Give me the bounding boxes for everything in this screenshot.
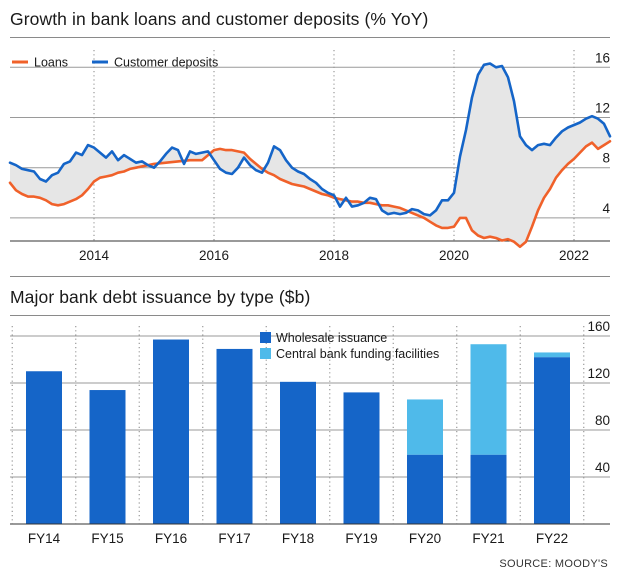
x-tick-label: 2014 bbox=[79, 248, 110, 263]
line-chart-top-rule bbox=[10, 37, 610, 38]
y-tick-label: 8 bbox=[602, 151, 610, 166]
x-tick-label: FY15 bbox=[91, 531, 123, 546]
bar-wholesale bbox=[216, 348, 253, 524]
bar-central-bank bbox=[407, 399, 443, 455]
bar-wholesale bbox=[407, 454, 443, 524]
deposits-line bbox=[8, 62, 612, 217]
legend-label-deposits: Customer deposits bbox=[114, 56, 218, 70]
x-tick-label: FY21 bbox=[472, 531, 504, 546]
x-tick-label: FY19 bbox=[345, 531, 377, 546]
legend-swatch-wholesale bbox=[260, 332, 271, 343]
bar-legend: Wholesale issuance Central bank funding f… bbox=[260, 331, 439, 361]
y-tick-label: 16 bbox=[595, 50, 610, 65]
section-divider bbox=[10, 276, 610, 277]
bar-wholesale bbox=[280, 381, 316, 524]
bar-central-bank bbox=[534, 352, 570, 358]
bar-central-bank bbox=[470, 344, 507, 455]
x-tick-label: FY14 bbox=[28, 531, 61, 546]
x-tick-label: 2022 bbox=[559, 248, 589, 263]
x-tick-label: 2016 bbox=[199, 248, 229, 263]
x-tick-label: 2018 bbox=[319, 248, 349, 263]
bar-wholesale bbox=[343, 392, 380, 524]
legend-label-wholesale: Wholesale issuance bbox=[276, 331, 387, 345]
x-tick-label: FY16 bbox=[155, 531, 187, 546]
bar-chart-title: Major bank debt issuance by type ($b) bbox=[10, 287, 311, 307]
bar-wholesale bbox=[470, 454, 507, 524]
line-chart: 4 8 12 16 2014 2016 2018 2020 2022 Loans Customer … bbox=[8, 50, 612, 263]
x-tick-label: FY18 bbox=[282, 531, 314, 546]
loans-line bbox=[8, 140, 612, 249]
bar-wholesale bbox=[89, 390, 126, 524]
line-legend: Loans Customer deposits bbox=[12, 56, 218, 70]
x-tick-label: FY22 bbox=[536, 531, 568, 546]
x-tick-label: 2020 bbox=[439, 248, 469, 263]
legend-label-loans: Loans bbox=[34, 56, 68, 70]
line-chart-title: Growth in bank loans and customer deposi… bbox=[10, 9, 429, 29]
x-tick-label: FY17 bbox=[218, 531, 250, 546]
y-tick-label: 12 bbox=[595, 100, 610, 115]
y-tick-label: 160 bbox=[587, 319, 610, 334]
bar-chart-top-rule bbox=[10, 315, 610, 316]
gap-area bbox=[10, 63, 610, 247]
y-tick-label: 4 bbox=[602, 201, 610, 216]
x-tick-label: FY20 bbox=[409, 531, 441, 546]
bar-wholesale bbox=[153, 339, 189, 524]
y-tick-label: 80 bbox=[595, 413, 610, 428]
bar-wholesale bbox=[534, 357, 570, 524]
bar-wholesale bbox=[26, 371, 62, 524]
y-tick-label: 120 bbox=[587, 366, 610, 381]
y-tick-label: 40 bbox=[595, 460, 610, 475]
legend-label-central-bank: Central bank funding facilities bbox=[276, 347, 439, 361]
source-note: SOURCE: MOODY'S bbox=[499, 558, 608, 570]
legend-swatch-central-bank bbox=[260, 348, 271, 359]
